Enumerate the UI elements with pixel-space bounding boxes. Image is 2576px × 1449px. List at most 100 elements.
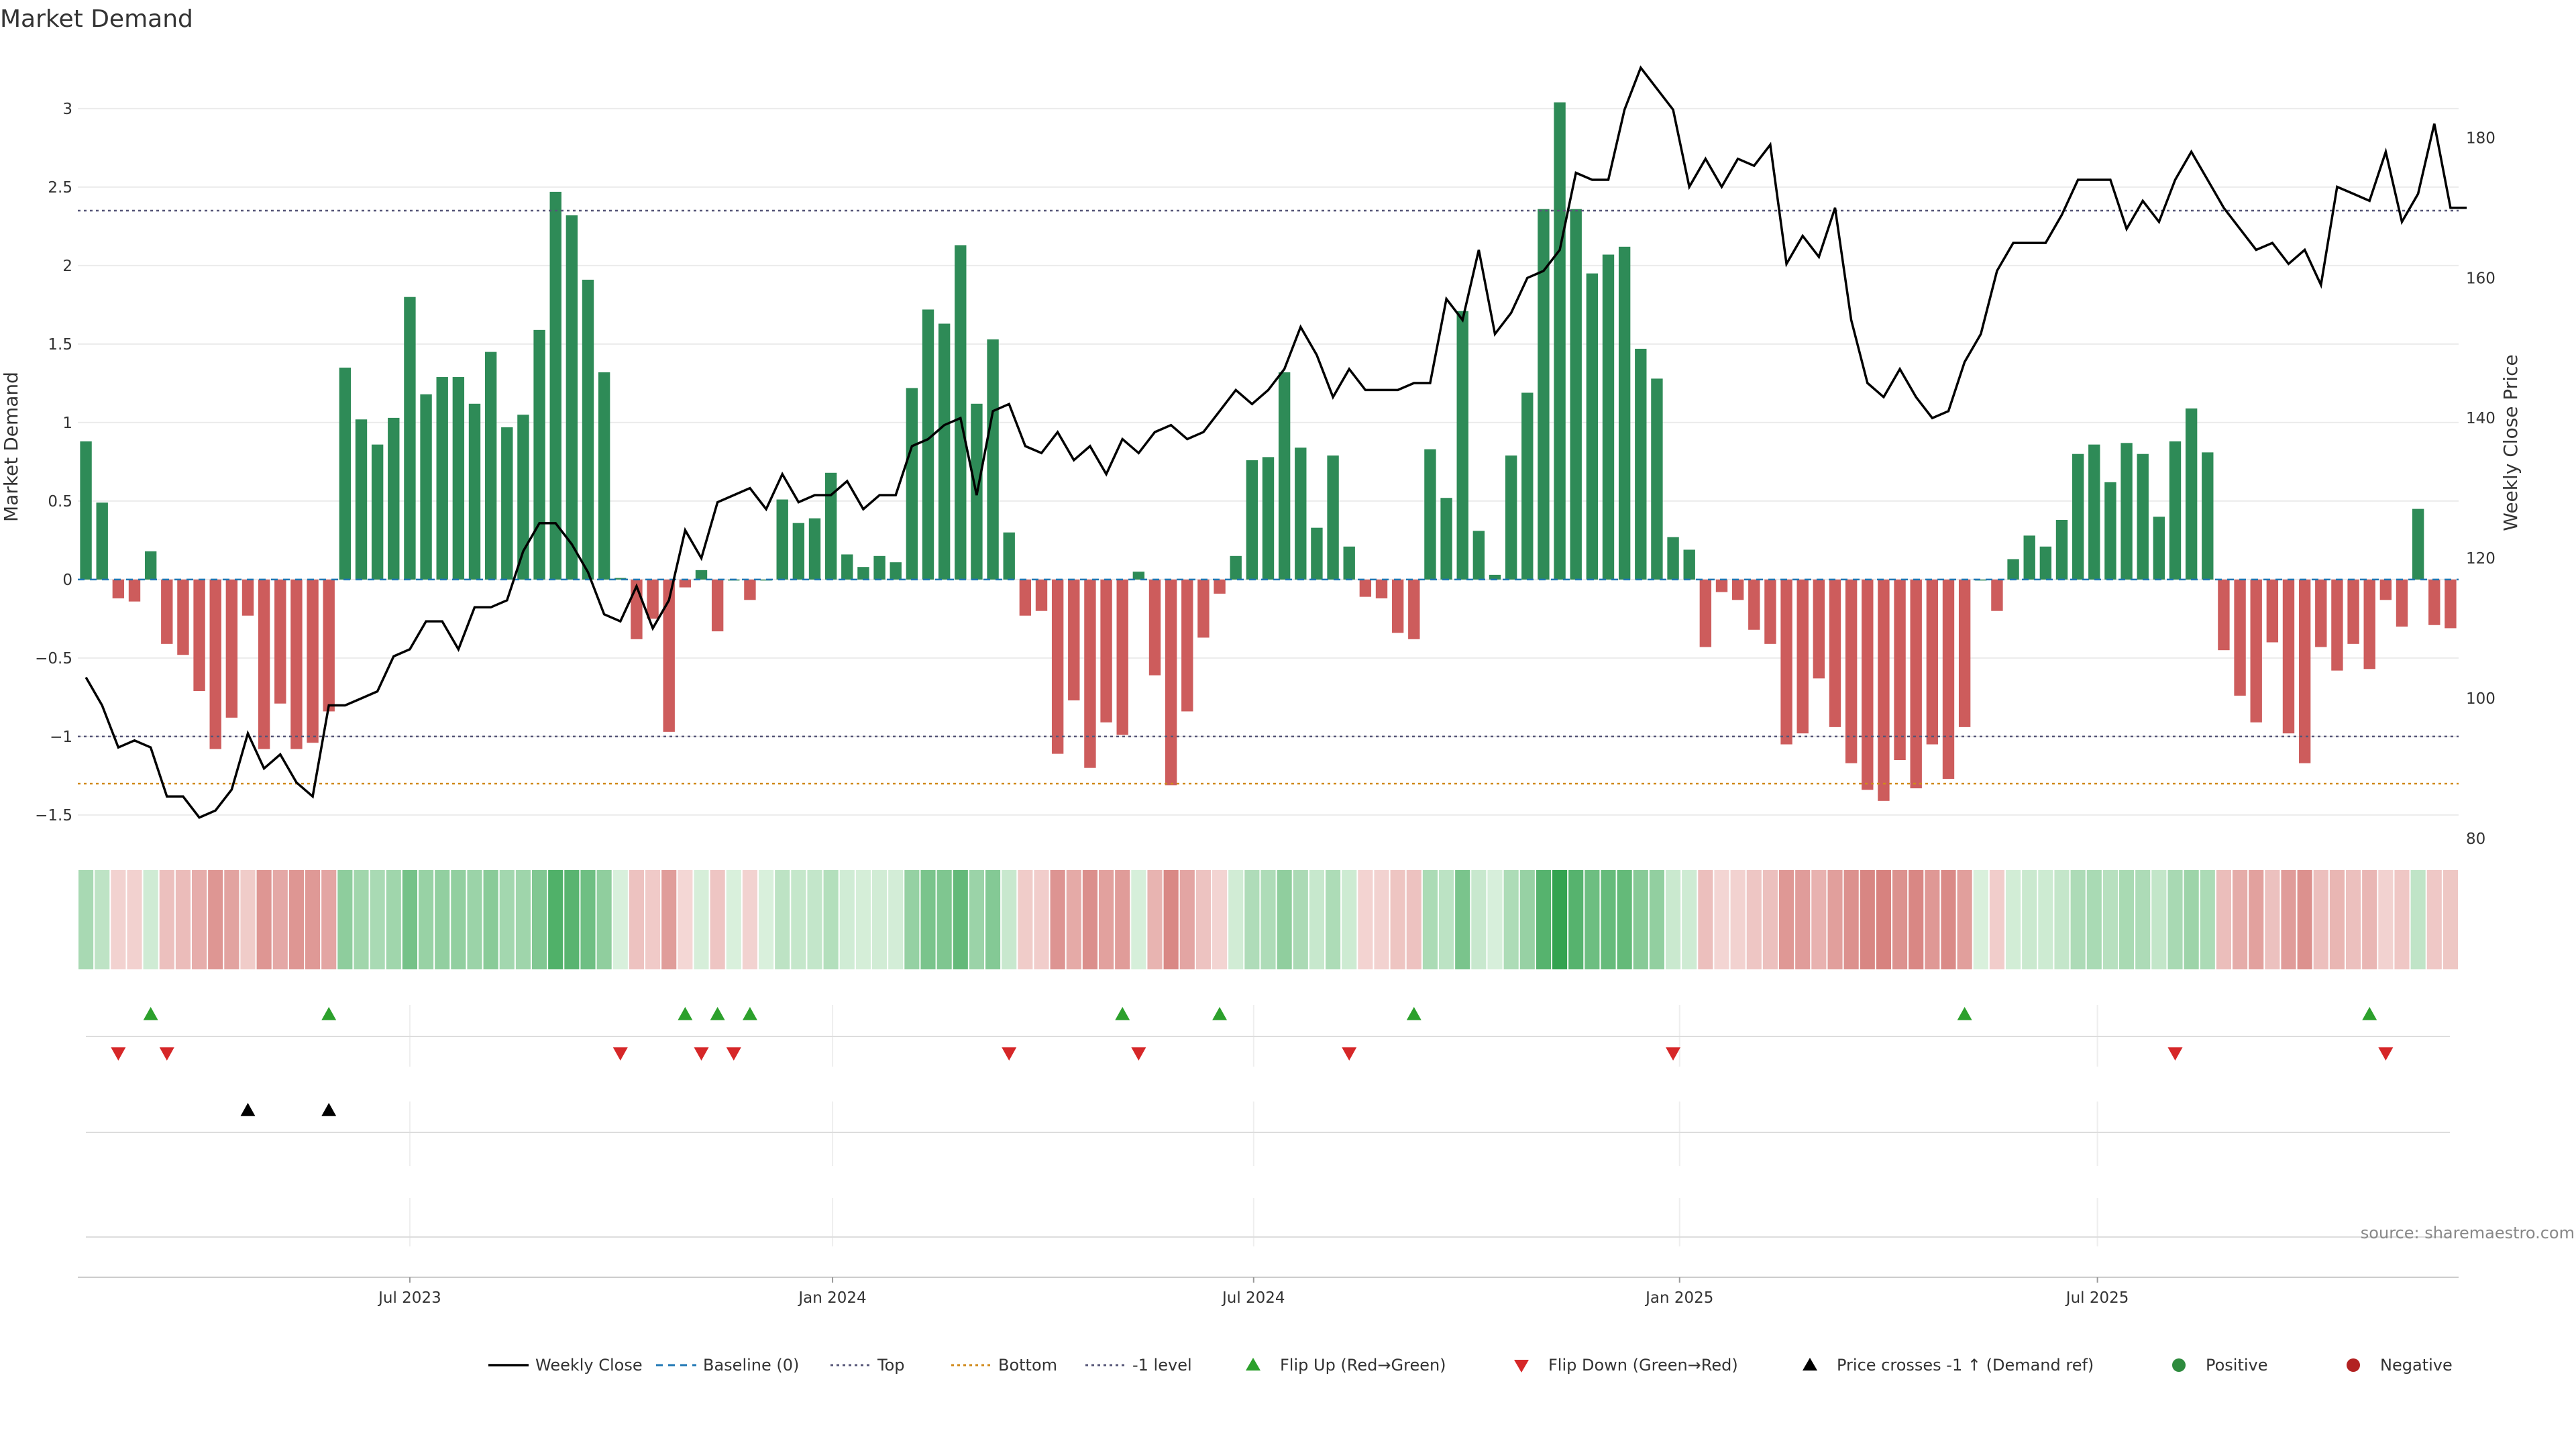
heat-cell — [1439, 870, 1454, 969]
negative-bar — [209, 579, 221, 749]
heat-cell — [1034, 870, 1049, 969]
legend-label: Top — [877, 1356, 905, 1375]
flip-up-marker — [710, 1007, 725, 1020]
heat-cell — [1666, 870, 1681, 969]
heat-cell — [1909, 870, 1924, 969]
positive-bar — [2055, 519, 2068, 580]
negative-bar — [1197, 579, 1210, 638]
heat-cell — [1892, 870, 1908, 969]
heat-cell — [419, 870, 434, 969]
negative-bar — [1084, 579, 1096, 768]
y-tick-label: 1.5 — [48, 336, 72, 354]
negative-bar — [1796, 579, 1809, 734]
legend-item: Price crosses -1 ↑ (Demand ref) — [1803, 1356, 2094, 1375]
heat-cell — [1989, 870, 2004, 969]
positive-bar — [1651, 378, 1663, 580]
heat-cell — [2233, 870, 2248, 969]
negative-bar — [2379, 579, 2392, 600]
heat-cell — [1762, 870, 1778, 969]
heat-cell — [1730, 870, 1746, 969]
negative-bar — [1731, 579, 1744, 600]
heat-cell — [791, 870, 806, 969]
heat-cell — [2346, 870, 2361, 969]
heat-cell — [1568, 870, 1584, 969]
positive-bar — [582, 279, 594, 580]
positive-bar — [1262, 457, 1275, 580]
heat-cell — [580, 870, 596, 969]
y-axis-label: Market Demand — [0, 372, 22, 522]
legend-item: Weekly Close — [488, 1356, 643, 1375]
negative-bar — [1035, 579, 1048, 611]
negative-bar — [193, 579, 205, 692]
legend-swatch — [1514, 1360, 1529, 1373]
heat-cell — [548, 870, 564, 969]
positive-bar — [2412, 508, 2424, 580]
positive-bar — [1635, 348, 1647, 580]
heat-cell — [710, 870, 725, 969]
heat-cell — [1212, 870, 1228, 969]
heat-cell — [143, 870, 158, 969]
positive-bar — [695, 570, 708, 580]
heat-cell — [305, 870, 321, 969]
heat-cell — [2022, 870, 2037, 969]
heat-cell — [1050, 870, 1065, 969]
positive-bar — [549, 191, 561, 580]
negative-bar — [112, 579, 125, 598]
heat-cell — [1973, 870, 1988, 969]
heat-cell — [435, 870, 450, 969]
legend-swatch — [2347, 1358, 2360, 1372]
heat-cell — [888, 870, 904, 969]
negative-bar — [663, 579, 675, 732]
flip-down-marker — [726, 1047, 741, 1061]
heat-cell — [95, 870, 110, 969]
flip-up-marker — [1212, 1007, 1228, 1020]
heat-cell — [1860, 870, 1875, 969]
positive-bar — [1246, 460, 1258, 580]
y-tick-label: 0.5 — [48, 493, 72, 511]
negative-bar — [177, 579, 189, 655]
positive-bar — [841, 554, 853, 580]
positive-bar — [355, 419, 368, 580]
heat-cell — [2378, 870, 2394, 969]
heat-cell — [192, 870, 207, 969]
negative-bar — [647, 579, 659, 619]
x-tick-label: Jan 2024 — [797, 1289, 866, 1307]
positive-bar — [484, 352, 497, 580]
heat-cell — [2394, 870, 2410, 969]
positive-bar — [2202, 452, 2214, 580]
x-tick-label: Jul 2023 — [377, 1289, 441, 1307]
heat-cell — [2167, 870, 2183, 969]
negative-bar — [2347, 579, 2359, 644]
reference-lines — [78, 209, 2459, 785]
positive-bar — [2007, 559, 2019, 580]
flip-down-marker — [612, 1047, 628, 1061]
positive-bar — [2137, 453, 2149, 580]
heat-cell — [564, 870, 580, 969]
y-tick-label: 1 — [62, 415, 72, 432]
negative-bar — [1068, 579, 1080, 701]
heat-cell — [1811, 870, 1827, 969]
positive-bar — [906, 388, 918, 580]
y-tick-label: −0.5 — [35, 650, 72, 667]
heat-cell — [661, 870, 677, 969]
negative-bar — [1829, 579, 1841, 727]
heat-cell — [2054, 870, 2070, 969]
heat-cell — [1147, 870, 1163, 969]
positive-bar — [1343, 546, 1355, 580]
heat-cell — [1601, 870, 1616, 969]
heat-cell — [1115, 870, 1130, 969]
legend-item: -1 level — [1085, 1356, 1192, 1375]
negative-bar — [2234, 579, 2246, 696]
heat-cell — [823, 870, 839, 969]
heat-cell — [969, 870, 984, 969]
flip-up-marker — [1115, 1007, 1130, 1020]
heat-cell — [1002, 870, 1017, 969]
heat-cell — [1552, 870, 1568, 969]
negative-bar — [2266, 579, 2279, 643]
heat-cell — [1876, 870, 1891, 969]
legend-item: Positive — [2172, 1356, 2268, 1375]
heat-cell — [354, 870, 369, 969]
heat-cell — [2426, 870, 2442, 969]
positive-bar — [857, 567, 869, 580]
negative-bar — [2282, 579, 2295, 734]
